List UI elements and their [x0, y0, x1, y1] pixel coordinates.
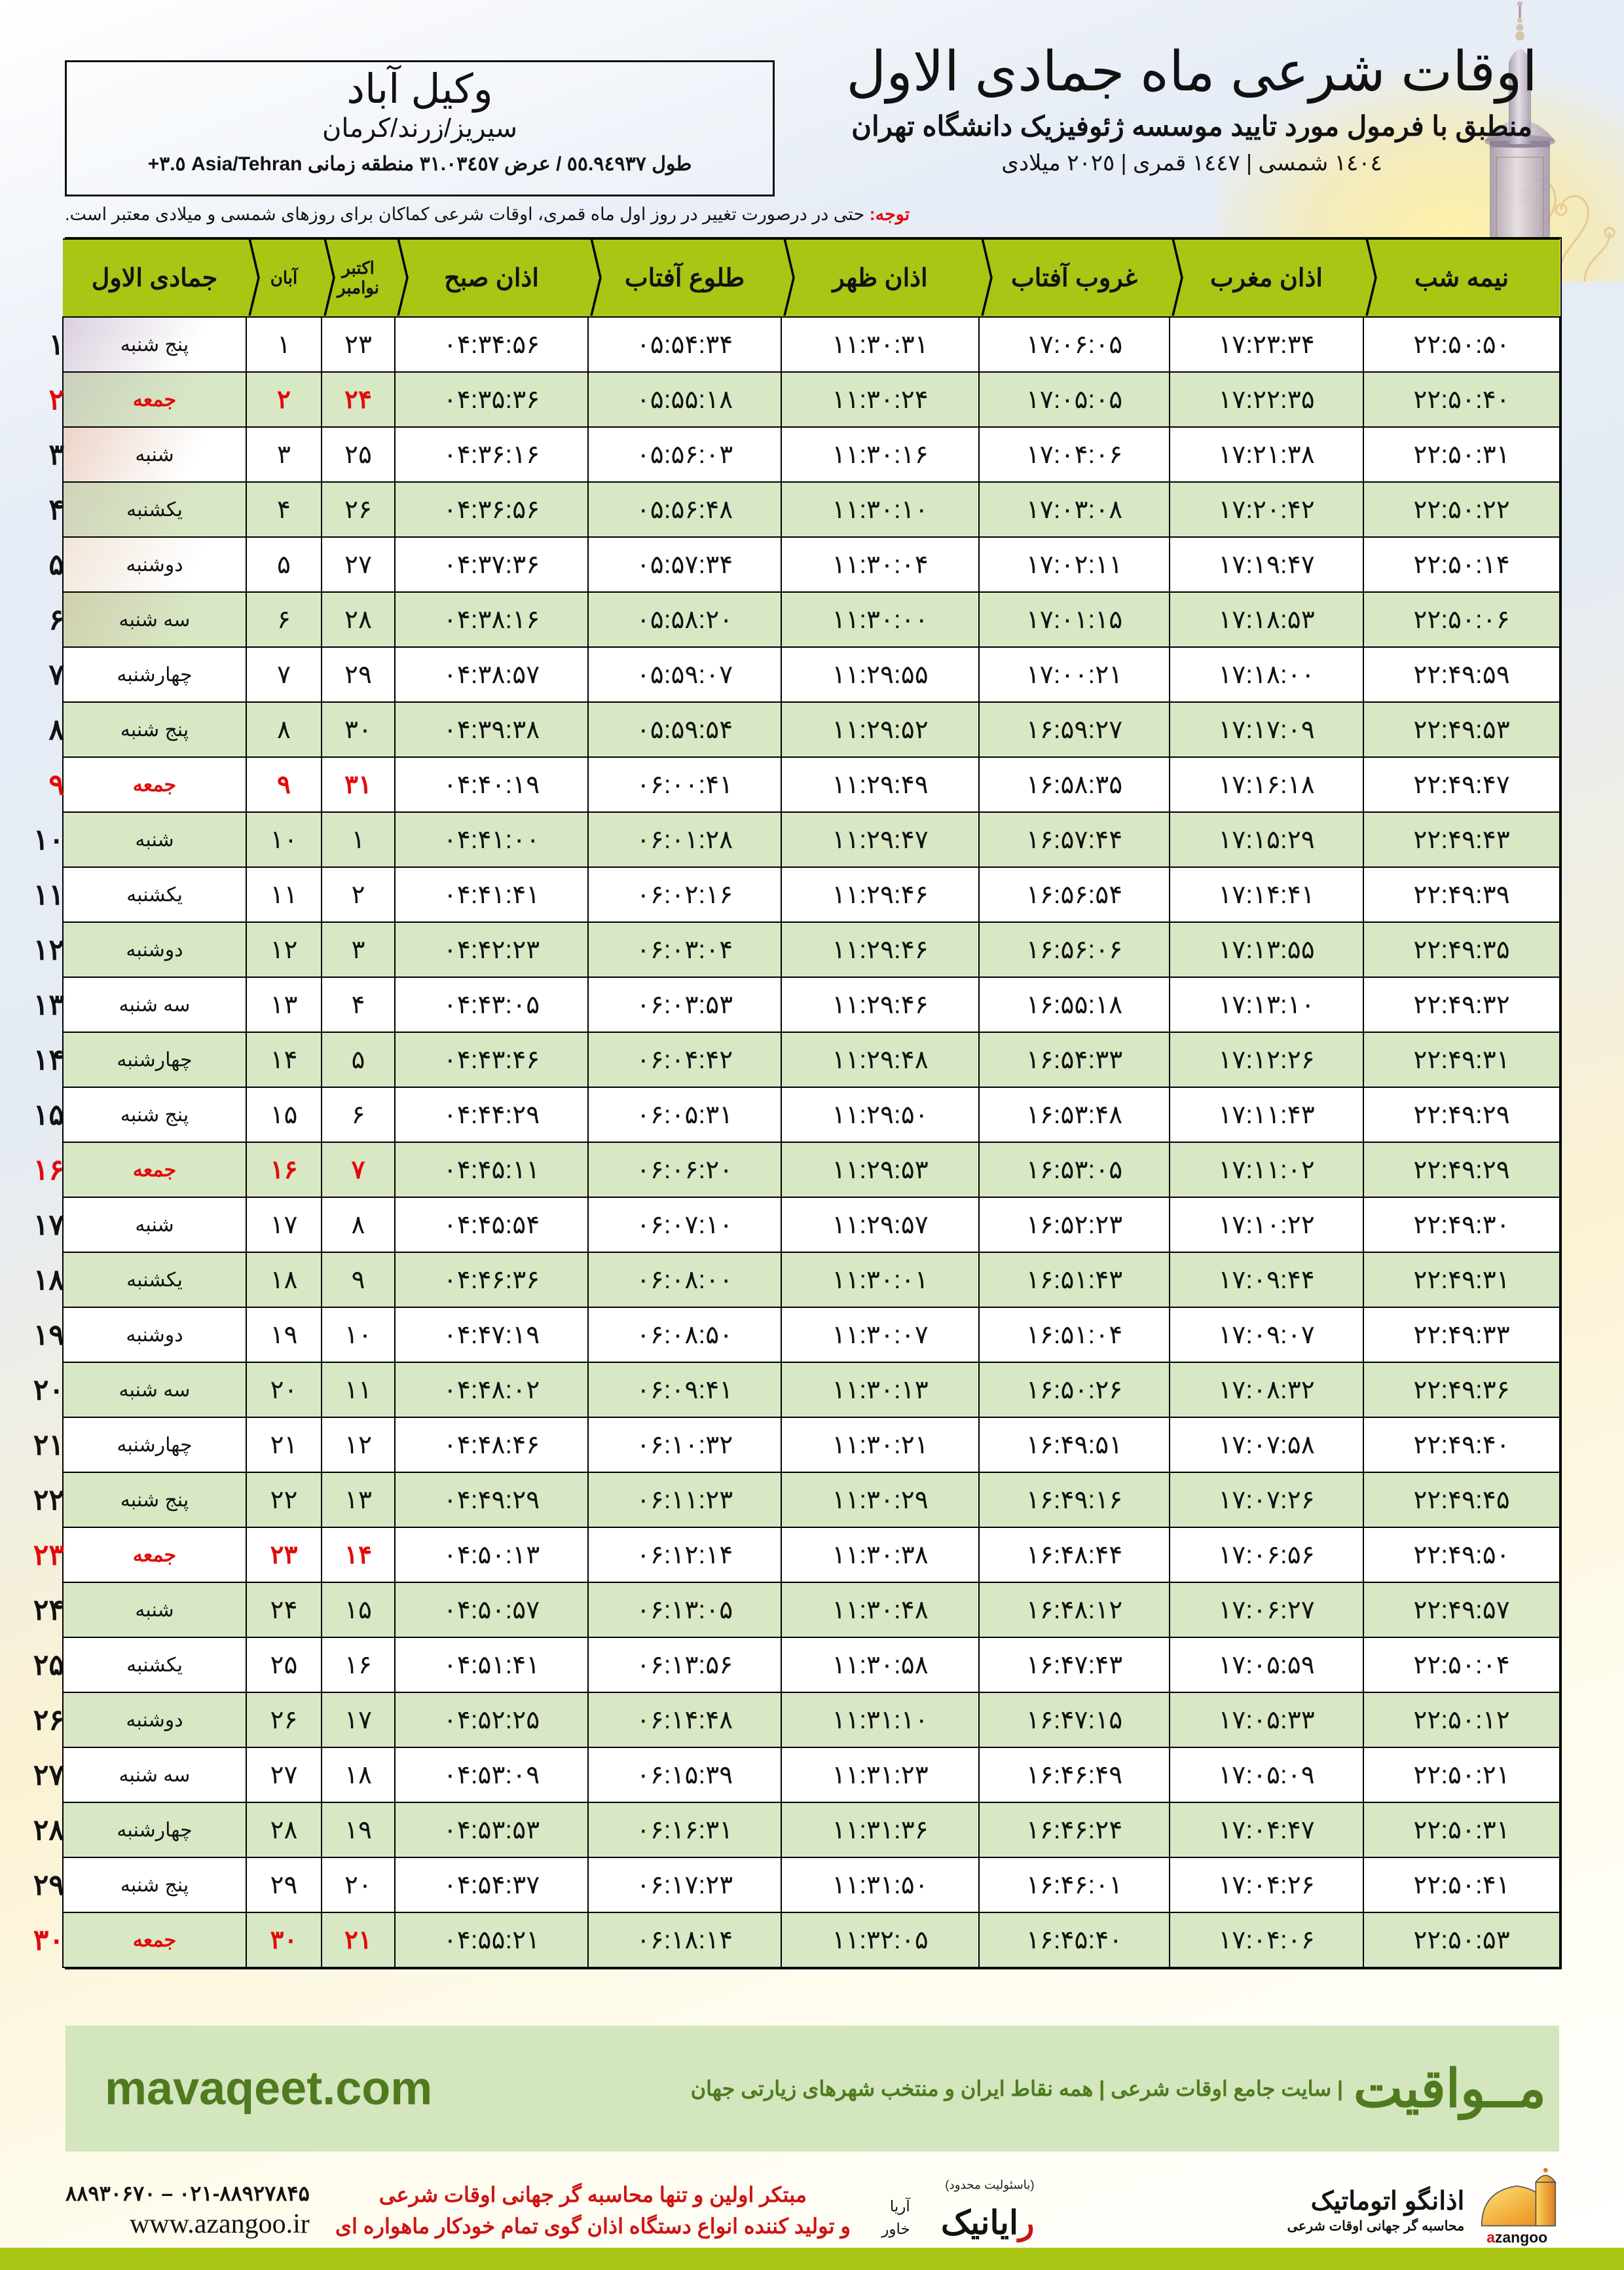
svg-text:آریا: آریا	[890, 2197, 912, 2215]
svg-text:محاسبه گر جهانی اوقات شرعی: محاسبه گر جهانی اوقات شرعی	[1287, 2217, 1465, 2234]
svg-text:رایانیک: رایانیک	[941, 2204, 1035, 2243]
svg-text:اذانگو اتوماتیک: اذانگو اتوماتیک	[1311, 2186, 1465, 2216]
svg-text:(باسئولیت محدود): (باسئولیت محدود)	[945, 2178, 1034, 2192]
svg-text:خاور: خاور	[881, 2220, 910, 2238]
svg-text:azangoo: azangoo	[1486, 2229, 1547, 2246]
